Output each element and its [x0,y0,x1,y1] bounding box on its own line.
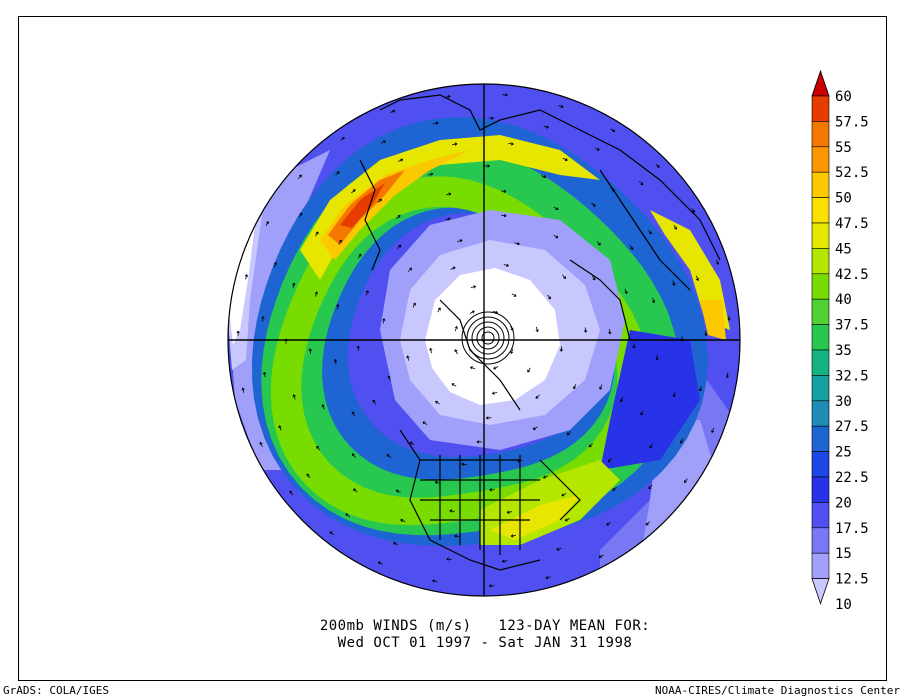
legend-swatch [811,95,830,122]
caption-line-2: Wed OCT 01 1997 - Sat JAN 31 1998 [337,635,633,651]
legend-arrow-bottom [811,578,830,605]
legend-label: 37.5 [835,318,869,334]
legend-swatch [811,527,830,554]
legend-swatch [811,476,830,503]
legend-label: 40 [835,292,852,308]
legend-label: 27.5 [835,419,869,435]
legend-label: 32.5 [835,368,869,384]
legend-label: 55 [835,140,852,156]
legend-label: 52.5 [835,165,869,181]
legend-swatch [811,375,830,402]
legend-label: 12.5 [835,572,869,588]
legend-swatch [811,248,830,275]
legend-arrow-top [811,69,830,97]
credit-left: GrADS: COLA/IGES [3,684,109,697]
legend-label: 35 [835,343,852,359]
legend-swatch [811,222,830,249]
caption-line-1: 200mb WINDS (m/s) 123-DAY MEAN FOR: [319,618,651,634]
legend-label: 10 [835,597,852,613]
legend-label: 45 [835,241,852,257]
legend-swatch [811,273,830,300]
wind-vectors [236,93,731,588]
legend-label: 15 [835,546,852,562]
legend-swatch [811,349,830,376]
legend-swatch [811,451,830,478]
legend-swatch [811,552,830,579]
legend-swatch [811,121,830,148]
legend-label: 47.5 [835,216,869,232]
legend-swatch [811,425,830,452]
coastlines [359,94,721,571]
legend-label: 17.5 [835,521,869,537]
legend-label: 22.5 [835,470,869,486]
legend-swatch [811,298,830,325]
legend-swatch [811,502,830,529]
legend-swatch [811,171,830,198]
legend-label: 25 [835,445,852,461]
plot-frame [18,16,887,681]
legend-label: 20 [835,495,852,511]
legend-label: 30 [835,394,852,410]
legend-label: 60 [835,89,852,105]
legend-swatch [811,197,830,224]
credit-right: NOAA-CIRES/Climate Diagnostics Center [654,684,900,697]
legend-swatch [811,400,830,427]
legend-swatch [811,324,830,351]
legend-swatch [811,146,830,173]
legend-label: 50 [835,191,852,207]
legend-label: 42.5 [835,267,869,283]
legend-label: 57.5 [835,114,869,130]
